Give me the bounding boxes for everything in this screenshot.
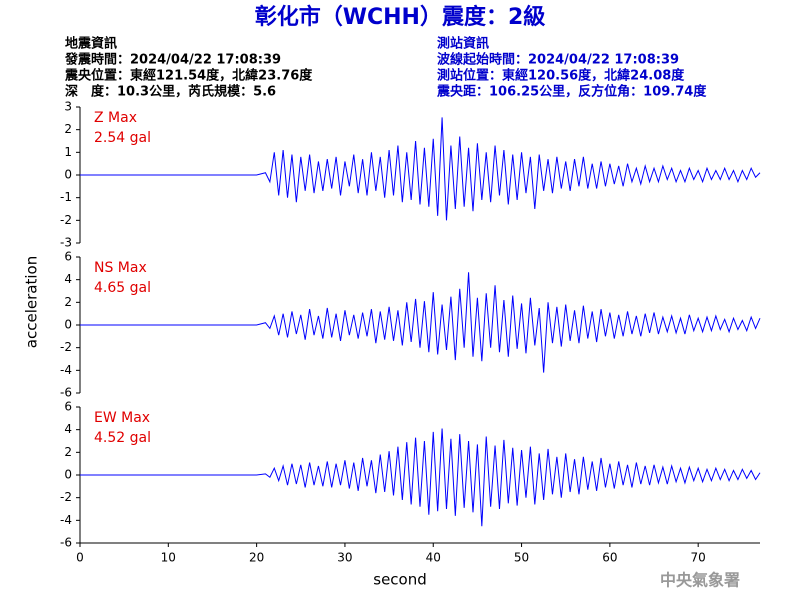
max-label: NS Max (94, 260, 147, 276)
info-left: 震央位置：東經121.54度，北緯23.76度 (64, 68, 313, 84)
max-value: 4.52 gal (94, 430, 151, 446)
waveform (80, 428, 761, 527)
x-tick-label: 30 (337, 551, 352, 565)
footer: 中央氣象署 (660, 571, 740, 590)
y-tick-label: 2 (64, 122, 72, 136)
y-tick-label: 0 (64, 468, 72, 482)
info-left: 發震時間：2024/04/22 17:08:39 (64, 52, 281, 68)
x-tick-label: 20 (249, 551, 264, 565)
y-tick-label: 3 (64, 100, 72, 114)
y-tick-label: 6 (64, 400, 72, 414)
y-tick-label: -1 (60, 190, 72, 204)
y-axis-label: acceleration (23, 256, 41, 348)
max-label: EW Max (94, 410, 150, 426)
x-tick-label: 10 (161, 551, 176, 565)
y-tick-label: -4 (60, 513, 72, 527)
y-tick-label: 0 (64, 168, 72, 182)
y-tick-label: -2 (60, 213, 72, 227)
info-right: 測站位置：東經120.56度，北緯24.08度 (437, 68, 685, 84)
y-tick-label: -6 (60, 536, 72, 550)
x-tick-label: 60 (602, 551, 617, 565)
max-value: 2.54 gal (94, 130, 151, 146)
x-tick-label: 40 (426, 551, 441, 565)
y-tick-label: 0 (64, 318, 72, 332)
info-left: 深 度：10.3公里，芮氏規模：5.6 (65, 84, 276, 100)
x-axis-label: second (373, 571, 427, 589)
waveform (80, 117, 761, 221)
info-right: 震央距：106.25公里，反方位角：109.74度 (436, 84, 707, 100)
y-tick-label: 4 (64, 272, 72, 286)
y-tick-label: -2 (60, 490, 72, 504)
y-tick-label: -4 (60, 363, 72, 377)
title: 彰化市（WCHH）震度：2級 (255, 4, 546, 30)
y-tick-label: -2 (60, 340, 72, 354)
max-value: 4.65 gal (94, 280, 151, 296)
y-tick-label: 2 (64, 295, 72, 309)
y-tick-label: 2 (64, 445, 72, 459)
y-tick-label: 6 (64, 250, 72, 264)
y-tick-label: 1 (64, 145, 72, 159)
waveform (80, 272, 761, 373)
y-tick-label: 4 (64, 422, 72, 436)
info-left: 地震資訊 (65, 36, 117, 52)
info-right: 波線起始時間：2024/04/22 17:08:39 (437, 52, 679, 68)
y-tick-label: -3 (60, 236, 72, 250)
x-tick-label: 50 (514, 551, 529, 565)
x-tick-label: 70 (691, 551, 706, 565)
max-label: Z Max (94, 110, 137, 126)
y-tick-label: -6 (60, 386, 72, 400)
x-tick-label: 0 (76, 551, 84, 565)
info-right: 測站資訊 (437, 36, 489, 52)
